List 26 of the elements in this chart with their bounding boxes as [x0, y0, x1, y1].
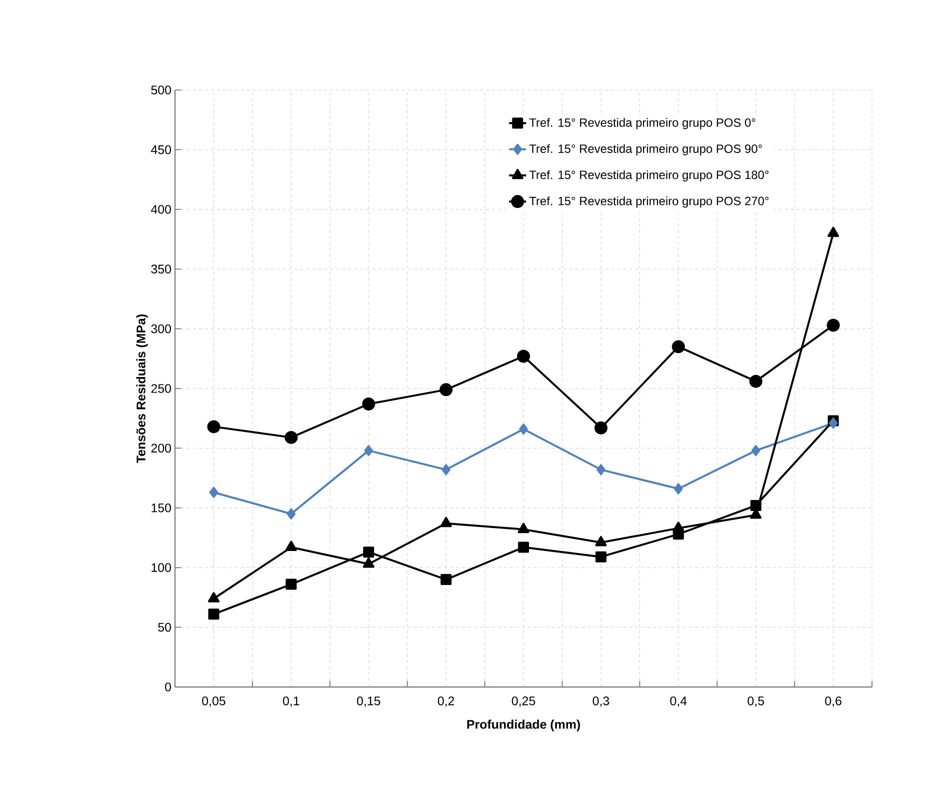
y-tick-label: 0 — [165, 682, 171, 692]
x-tick-label: 0,15 — [356, 696, 380, 707]
legend-label: Tref. 15° Revestida primeiro grupo POS 270° — [529, 196, 768, 208]
y-tick-label: 100 — [152, 563, 171, 572]
x-tick-label: 0,05 — [202, 696, 226, 707]
y-tick-label: 200 — [151, 444, 171, 453]
legend-label: Tref. 15° Revestida primeiro grupo POS 0° — [529, 118, 756, 130]
y-tick-label: 450 — [150, 145, 171, 154]
legend-label: Tref. 15° Revestida primeiro grupo POS 180° — [529, 170, 768, 182]
x-tick-label: 0,25 — [512, 696, 536, 707]
y-axis-title: Tensões Residuais (MPa) — [136, 314, 148, 463]
x-axis-title: Profundidade (mm) — [467, 720, 580, 732]
y-tick-label: 50 — [158, 622, 171, 632]
x-tick-label: 0,3 — [592, 696, 610, 707]
y-tick-label: 350 — [151, 264, 171, 274]
x-tick-label: 0,6 — [825, 696, 842, 707]
y-tick-label: 150 — [152, 503, 171, 512]
legend-label: Tref. 15° Revestida primeiro grupo POS 90° — [529, 144, 762, 156]
y-tick-label: 300 — [151, 324, 171, 334]
y-tick-label: 500 — [151, 86, 171, 94]
x-tick-label: 0,4 — [670, 696, 687, 707]
x-tick-label: 0,5 — [748, 696, 764, 707]
x-tick-label: 0,1 — [283, 696, 300, 707]
y-tick-label: 400 — [150, 204, 171, 214]
y-tick-label: 250 — [151, 384, 171, 393]
x-tick-label: 0,2 — [438, 696, 454, 707]
